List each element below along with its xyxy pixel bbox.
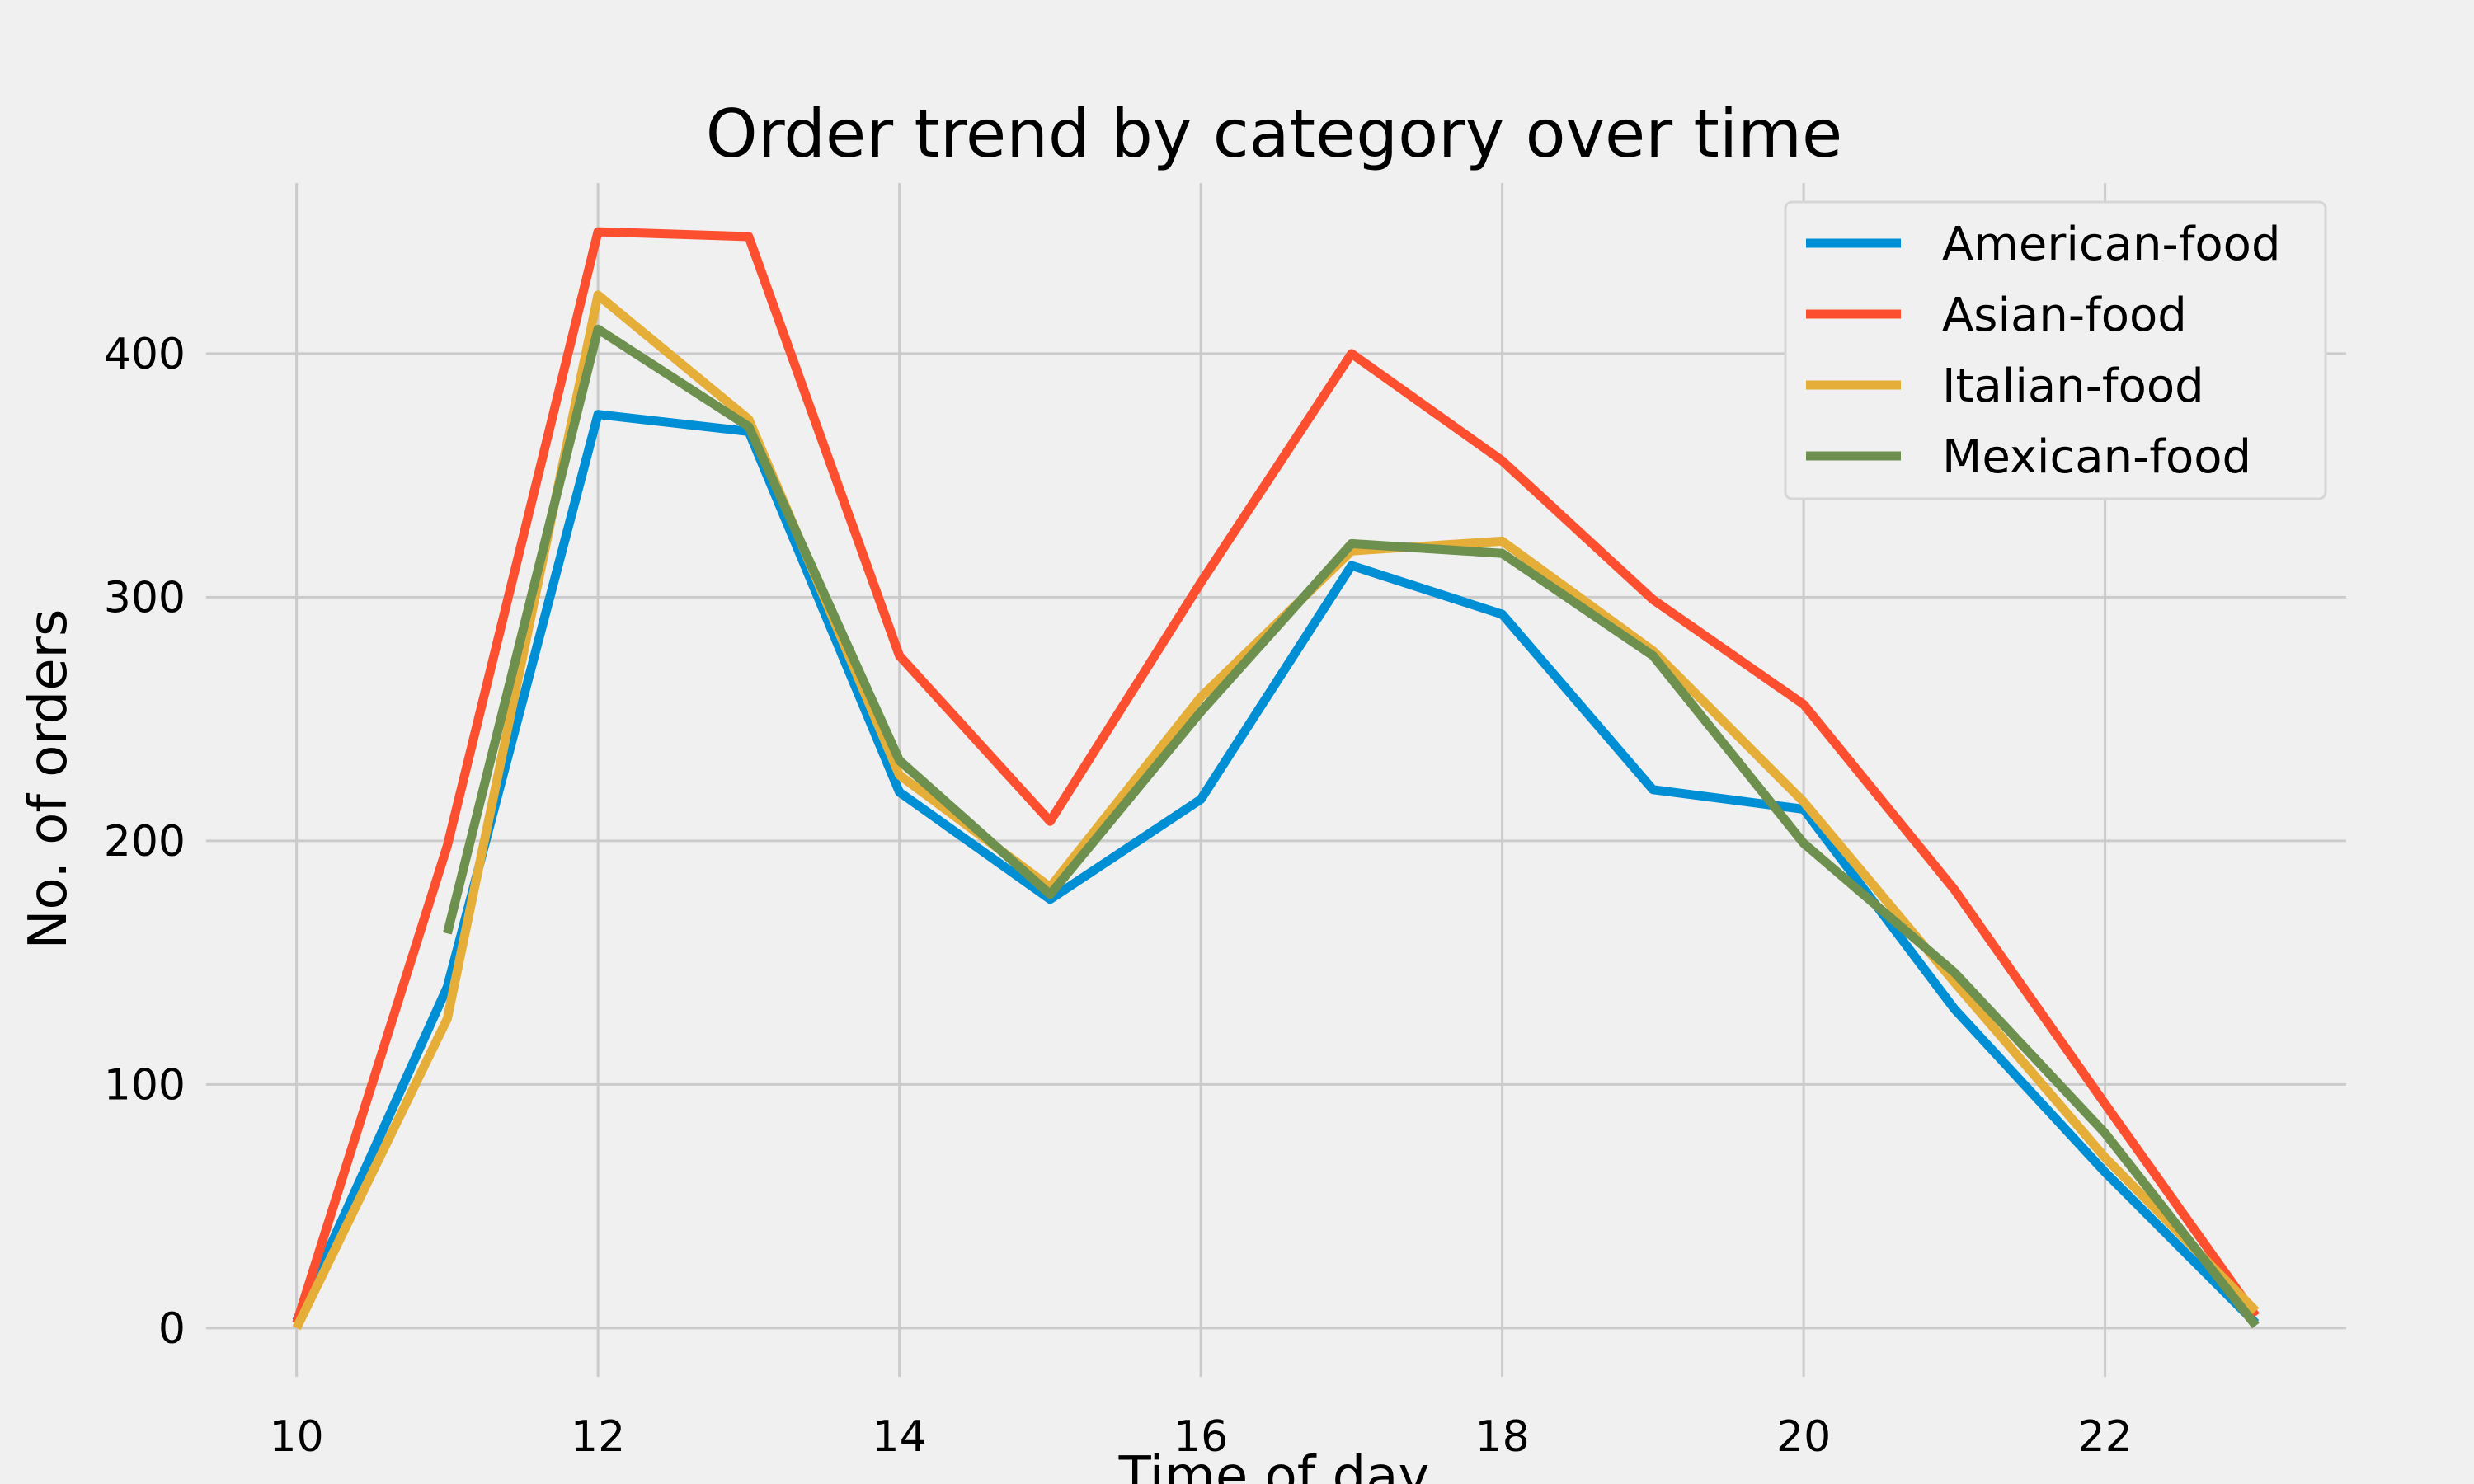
y-tick-label: 200 [104,817,186,866]
series-line-american-food [292,410,2260,1327]
x-tick-label: 18 [1475,1412,1530,1462]
x-tick-label: 12 [571,1412,625,1462]
x-axis-title: Time of day [1118,1446,1430,1484]
legend-box [1784,200,2327,500]
legend-label: American-food [1942,218,2280,271]
series-line-asian-food [292,227,2260,1325]
x-tick-labels: 10 12 14 16 18 20 22 [270,1412,2133,1462]
legend-label: Asian-food [1942,289,2187,342]
chart-title: Order trend by category over time [706,96,1843,172]
x-tick-label: 14 [872,1412,927,1462]
y-tick-label: 0 [158,1304,186,1354]
x-tick-label: 16 [1174,1412,1228,1462]
y-axis-title: No. of orders [18,609,79,950]
x-tick-label: 10 [270,1412,324,1462]
y-tick-labels: 0 100 200 300 400 [104,330,186,1354]
legend-label: Italian-food [1942,359,2204,413]
legend-label: Mexican-food [1942,430,2251,484]
series-line-mexican-food [443,324,2260,1329]
x-tick-label: 22 [2078,1412,2133,1462]
y-tick-label: 100 [104,1060,186,1110]
x-tick-label: 20 [1776,1412,1831,1462]
legend: American-food Asian-food Italian-food Mexic… [1784,200,2327,500]
y-tick-label: 300 [104,573,186,622]
y-tick-label: 400 [104,330,186,379]
series-lines [292,227,2260,1331]
